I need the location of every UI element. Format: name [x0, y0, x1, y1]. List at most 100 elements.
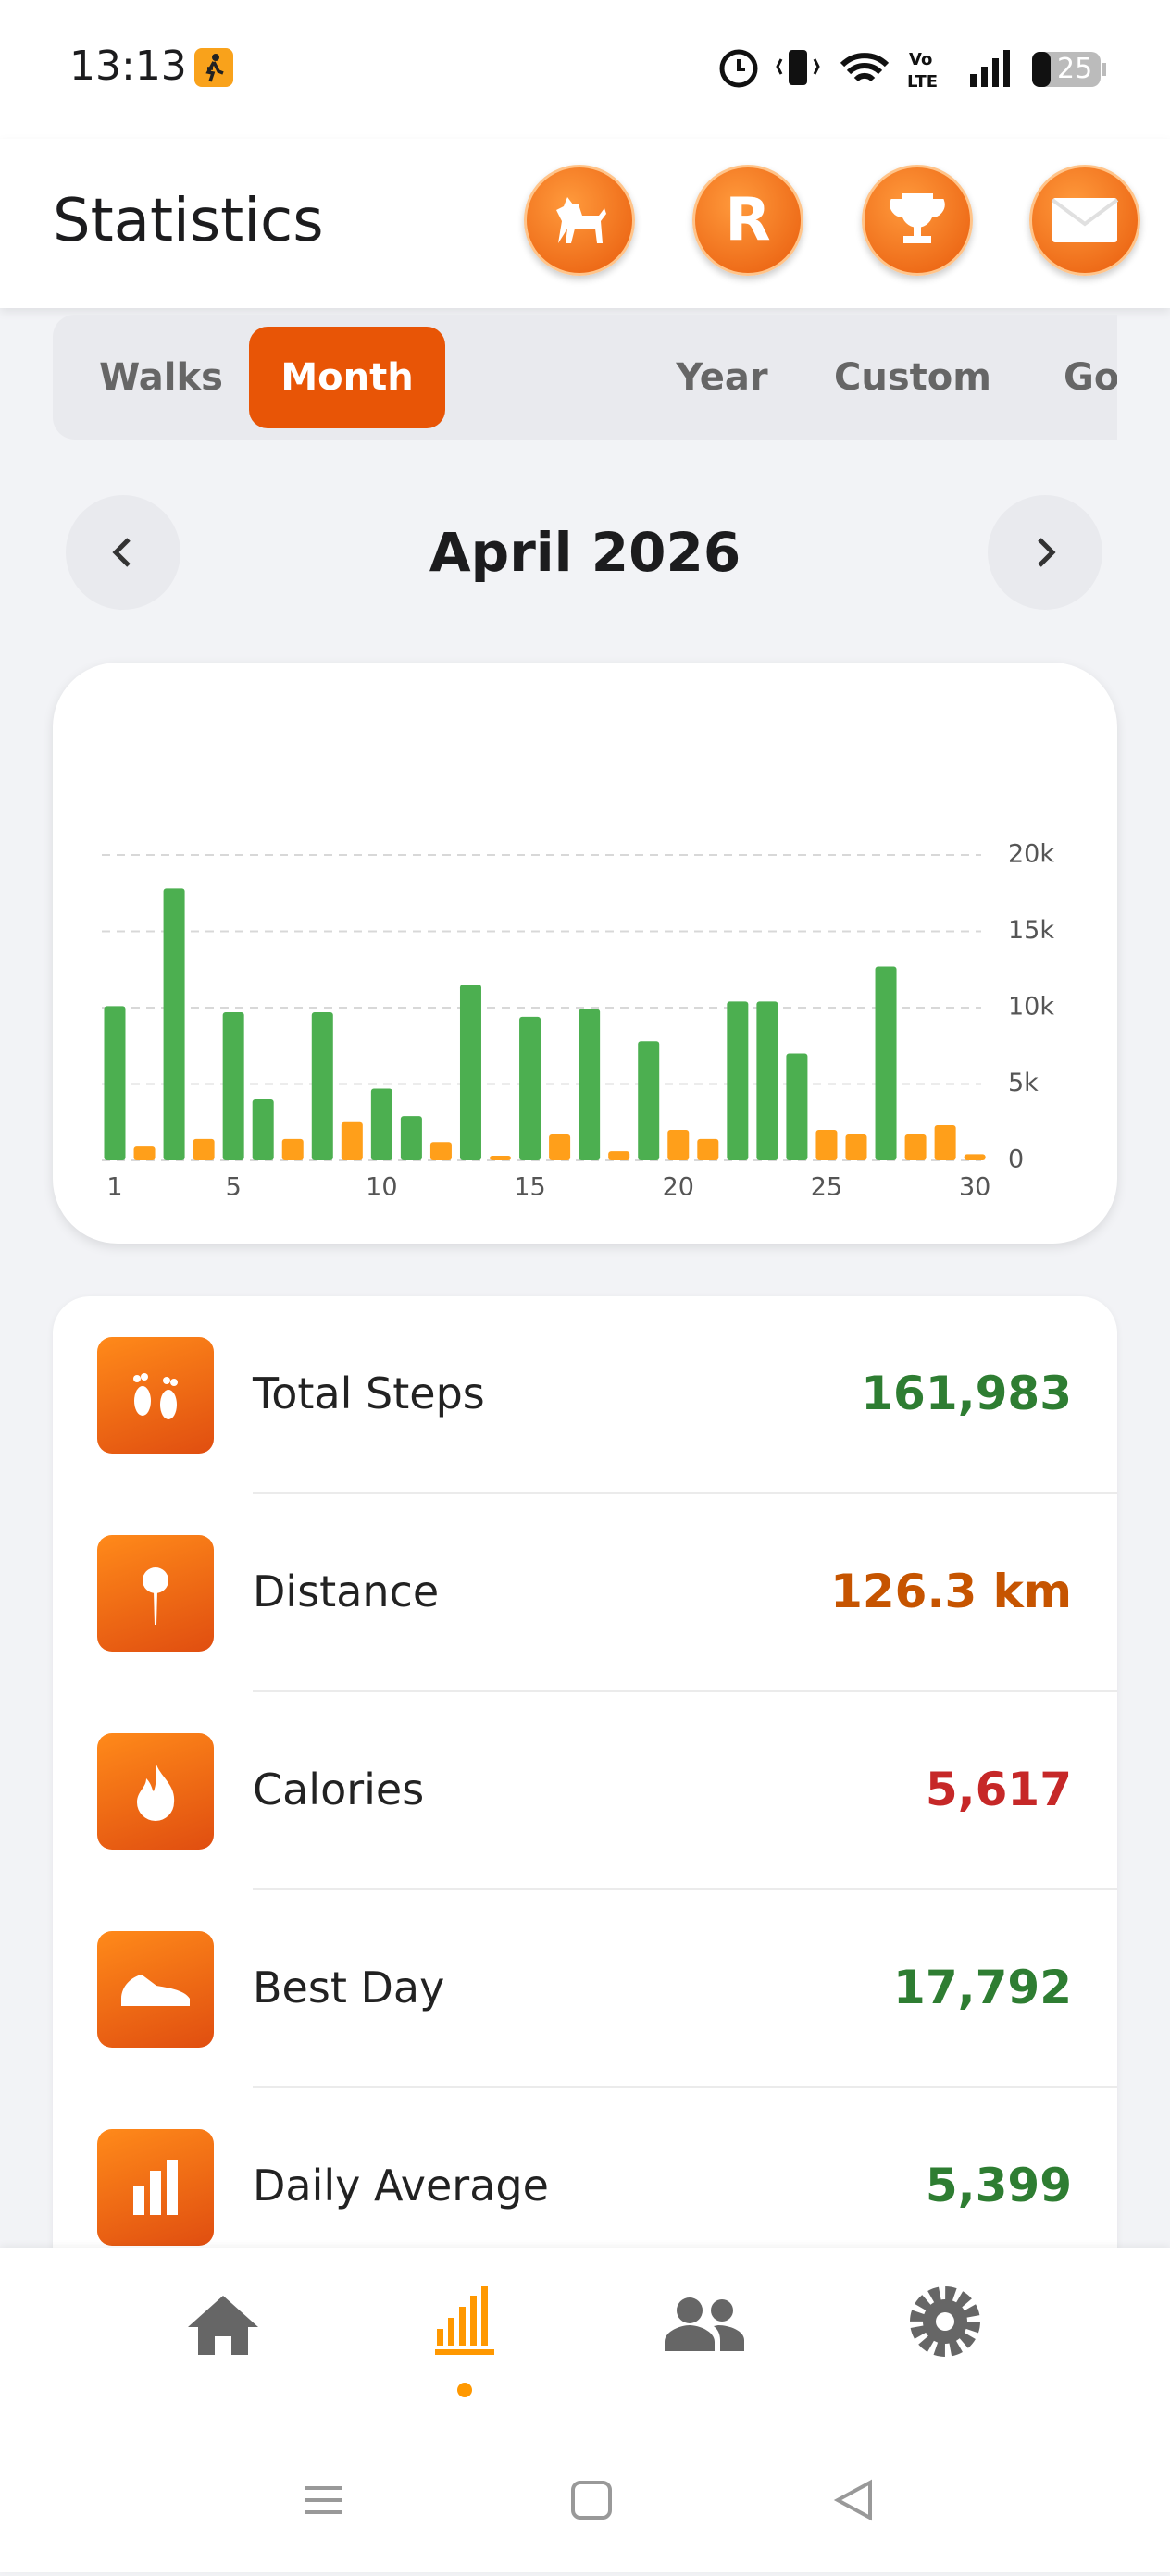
bar — [222, 1011, 244, 1160]
stat-value: 17,792 — [893, 1961, 1072, 2014]
bar — [608, 1151, 630, 1160]
chart-card: 0 5k 10k 15k 20k 1 5 10 15 20 25 30 — [53, 663, 1117, 1244]
bar — [667, 1130, 690, 1160]
bar — [727, 1001, 749, 1160]
divider — [253, 1690, 1117, 1692]
bar — [964, 1154, 986, 1160]
x-tick-label: 25 — [811, 1173, 842, 1202]
tab[interactable]: Month — [249, 327, 445, 428]
divider — [253, 1492, 1117, 1494]
bar — [281, 1138, 304, 1160]
svg-text:LTE: LTE — [907, 72, 938, 92]
bar — [193, 1138, 215, 1160]
bar — [400, 1116, 422, 1160]
y-tick-label: 20k — [1008, 840, 1054, 869]
bar — [490, 1156, 512, 1160]
stat-label: Daily Average — [253, 2161, 549, 2211]
activity-icon — [194, 48, 233, 87]
bar — [459, 985, 481, 1160]
bar — [579, 1009, 601, 1160]
period-tabs: WalksWeekMonthYearCustomGoa — [53, 315, 1117, 440]
x-tick-label: 5 — [226, 1173, 242, 1202]
stat-value: 126.3 km — [830, 1565, 1072, 1618]
nav-icons — [188, 2286, 980, 2521]
bar — [370, 1088, 392, 1160]
stat-icon — [97, 1931, 214, 2048]
trophy-button[interactable] — [862, 165, 973, 276]
friends-tab[interactable] — [665, 2297, 744, 2351]
home-tab[interactable] — [188, 2296, 258, 2355]
stat-row: Total Steps 161,983 — [53, 1296, 1117, 1494]
stat-glyph — [133, 1373, 178, 1419]
x-tick-label: 30 — [959, 1173, 990, 1202]
bar — [549, 1133, 571, 1160]
stat-value: 161,983 — [861, 1367, 1072, 1420]
screen-title: Statistics — [53, 187, 324, 255]
period-title: April 2026 — [429, 521, 741, 584]
status-icons: Vo LTE 25 — [719, 49, 1106, 92]
bar — [311, 1011, 333, 1160]
pet-button[interactable] — [524, 165, 635, 276]
bottom-navigation — [0, 2248, 1170, 2572]
x-tick-label: 15 — [514, 1173, 545, 1202]
bar — [756, 1001, 778, 1160]
clock: 13:13 — [69, 43, 187, 90]
bar — [934, 1125, 956, 1160]
x-tick-label: 20 — [663, 1173, 694, 1202]
tab[interactable]: Year — [676, 356, 768, 399]
divider — [253, 1888, 1117, 1890]
system-navigation[interactable] — [305, 2479, 872, 2521]
stat-label: Best Day — [253, 1963, 445, 2012]
y-tick-label: 10k — [1008, 993, 1054, 1022]
x-tick-label: 10 — [366, 1173, 397, 1202]
tab[interactable]: Goa — [1064, 356, 1117, 399]
status-bar: 13:13 Vo LTE 25 — [0, 0, 1170, 139]
tab[interactable]: Custom — [834, 356, 991, 399]
bar — [786, 1053, 808, 1160]
stat-glyph — [133, 2160, 178, 2215]
y-tick-label: 15k — [1008, 916, 1054, 945]
bar — [875, 966, 897, 1160]
x-tick-label: 1 — [106, 1173, 122, 1202]
settings-tab[interactable] — [910, 2286, 980, 2357]
battery-level: 25 — [1057, 53, 1092, 85]
bar — [252, 1099, 274, 1160]
stat-value: 5,399 — [925, 2159, 1072, 2212]
stat-glyph — [143, 1567, 168, 1625]
bar — [104, 1006, 126, 1160]
svg-text:Vo: Vo — [909, 50, 932, 69]
bar — [519, 1016, 541, 1160]
stats-tab[interactable] — [435, 2286, 494, 2397]
bar — [815, 1130, 838, 1160]
bar — [133, 1146, 156, 1160]
stat-glyph — [137, 1762, 175, 1821]
y-tick-label: 0 — [1008, 1146, 1024, 1174]
stat-icon — [97, 1337, 214, 1454]
stat-glyph — [121, 1975, 190, 2006]
bar — [904, 1133, 927, 1160]
app-bar: Statistics R — [0, 139, 1170, 308]
rank-button[interactable]: R — [692, 165, 803, 276]
bar — [697, 1138, 719, 1160]
stat-icon — [97, 1733, 214, 1850]
stat-label: Distance — [253, 1567, 440, 1616]
next-button[interactable] — [988, 495, 1102, 610]
stat-row: Calories 5,617 — [53, 1692, 1117, 1890]
stat-row: Distance 126.3 km — [53, 1494, 1117, 1692]
tab[interactable]: Walks — [99, 356, 223, 399]
stat-icon — [97, 2129, 214, 2246]
stat-value: 5,617 — [925, 1763, 1072, 1816]
bar — [638, 1041, 660, 1160]
rank-letter: R — [725, 186, 771, 254]
stats-card: Total Steps 161,983 Distance 126.3 km Calori… — [53, 1296, 1117, 2314]
bar — [163, 888, 185, 1160]
stat-icon — [97, 1535, 214, 1652]
previous-button[interactable] — [66, 495, 180, 610]
bar — [341, 1121, 363, 1160]
stat-row: Best Day 17,792 — [53, 1890, 1117, 2088]
mail-button[interactable] — [1029, 165, 1140, 276]
y-tick-label: 5k — [1008, 1069, 1039, 1097]
